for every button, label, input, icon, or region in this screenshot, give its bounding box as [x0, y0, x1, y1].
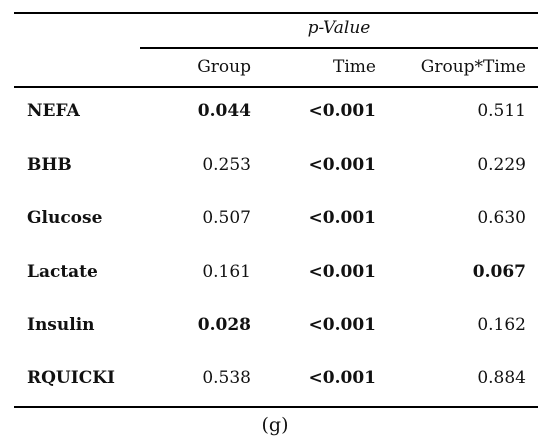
table-row: Insulin 0.028 <0.001 0.162 [0, 315, 550, 345]
cell-group-time: 0.162 [477, 315, 526, 335]
p-value-header-rule [140, 47, 538, 49]
table-row: NEFA 0.044 <0.001 0.511 [0, 101, 550, 131]
row-label: Glucose [27, 208, 103, 228]
cell-group-time: 0.884 [477, 368, 526, 388]
table-row: RQUICKI 0.538 <0.001 0.884 [0, 368, 550, 398]
cell-group: 0.507 [202, 208, 251, 228]
cell-time: <0.001 [308, 262, 376, 282]
row-label: NEFA [27, 101, 80, 121]
row-label: BHB [27, 155, 72, 175]
cell-time: <0.001 [308, 315, 376, 335]
table-row: Glucose 0.507 <0.001 0.630 [0, 208, 550, 238]
row-label: Lactate [27, 262, 98, 282]
cell-time: <0.001 [308, 101, 376, 121]
cell-time: <0.001 [308, 208, 376, 228]
p-value-group-header: p-Value [307, 18, 371, 38]
cell-group-time: 0.067 [472, 262, 526, 282]
cell-group-time: 0.511 [477, 101, 526, 121]
row-label: Insulin [27, 315, 95, 335]
cell-group: 0.538 [202, 368, 251, 388]
header-bottom-rule [14, 86, 538, 88]
cell-group-time: 0.630 [477, 208, 526, 228]
panel-caption: (g) [261, 414, 289, 436]
table-row: BHB 0.253 <0.001 0.229 [0, 155, 550, 185]
cell-group: 0.161 [202, 262, 251, 282]
column-header-group: Group [197, 57, 251, 77]
cell-group: 0.044 [197, 101, 251, 121]
cell-time: <0.001 [308, 155, 376, 175]
cell-time: <0.001 [308, 368, 376, 388]
table-top-rule [14, 12, 538, 14]
cell-group: 0.028 [197, 315, 251, 335]
column-header-time: Time [333, 57, 376, 77]
row-label: RQUICKI [27, 368, 115, 388]
cell-group-time: 0.229 [477, 155, 526, 175]
cell-group: 0.253 [202, 155, 251, 175]
column-header-group-time: Group*Time [420, 57, 526, 77]
table-row: Lactate 0.161 <0.001 0.067 [0, 262, 550, 292]
table-bottom-rule [14, 406, 538, 408]
